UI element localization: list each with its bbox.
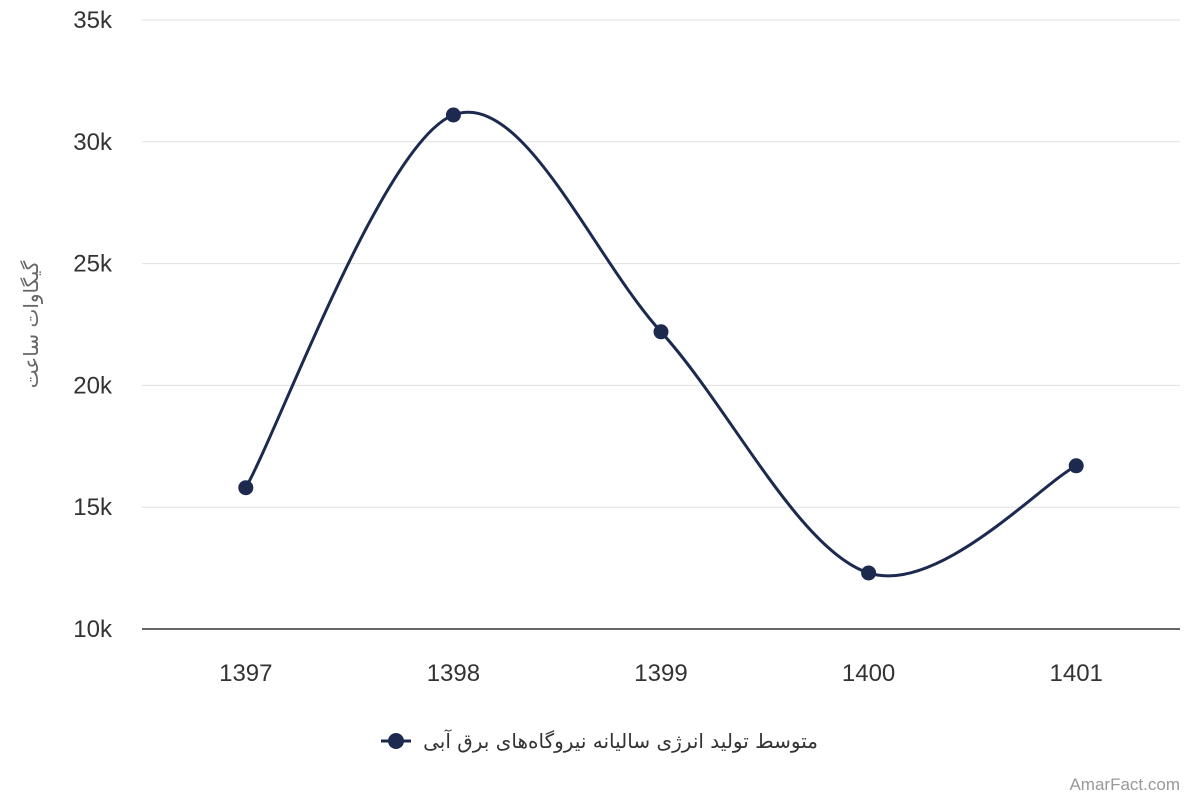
data-point[interactable] <box>238 480 254 496</box>
x-tick-label: 1399 <box>634 660 687 687</box>
y-tick-label: 20k <box>73 372 113 399</box>
credit-link[interactable]: AmarFact.com <box>1069 775 1180 794</box>
x-axis-ticks: 1397 1398 1399 1400 1401 <box>219 660 1103 687</box>
data-point[interactable] <box>445 107 461 123</box>
y-tick-label: 15k <box>73 494 113 521</box>
grid-lines <box>142 19 1180 508</box>
legend[interactable]: متوسط تولید انرژی سالیانه نیروگاه‌های بر… <box>381 728 818 753</box>
data-point[interactable] <box>1068 458 1084 474</box>
x-tick-label: 1398 <box>427 660 480 687</box>
y-axis-title: گیگاوات ساعت <box>19 260 43 388</box>
data-points <box>238 107 1084 581</box>
y-tick-label: 35k <box>73 7 113 34</box>
y-tick-label: 30k <box>73 129 113 156</box>
y-axis-ticks: 10k 15k 20k 25k 30k 35k <box>73 7 113 643</box>
y-tick-label: 10k <box>73 616 113 643</box>
data-point[interactable] <box>653 324 669 340</box>
series-line <box>244 110 1077 578</box>
y-tick-label: 25k <box>73 251 113 278</box>
x-tick-label: 1397 <box>219 660 272 687</box>
legend-series-label: متوسط تولید انرژی سالیانه نیروگاه‌های بر… <box>423 728 818 753</box>
x-tick-label: 1401 <box>1050 660 1103 687</box>
legend-marker-icon <box>388 733 404 749</box>
data-point[interactable] <box>861 565 877 581</box>
x-tick-label: 1400 <box>842 660 895 687</box>
